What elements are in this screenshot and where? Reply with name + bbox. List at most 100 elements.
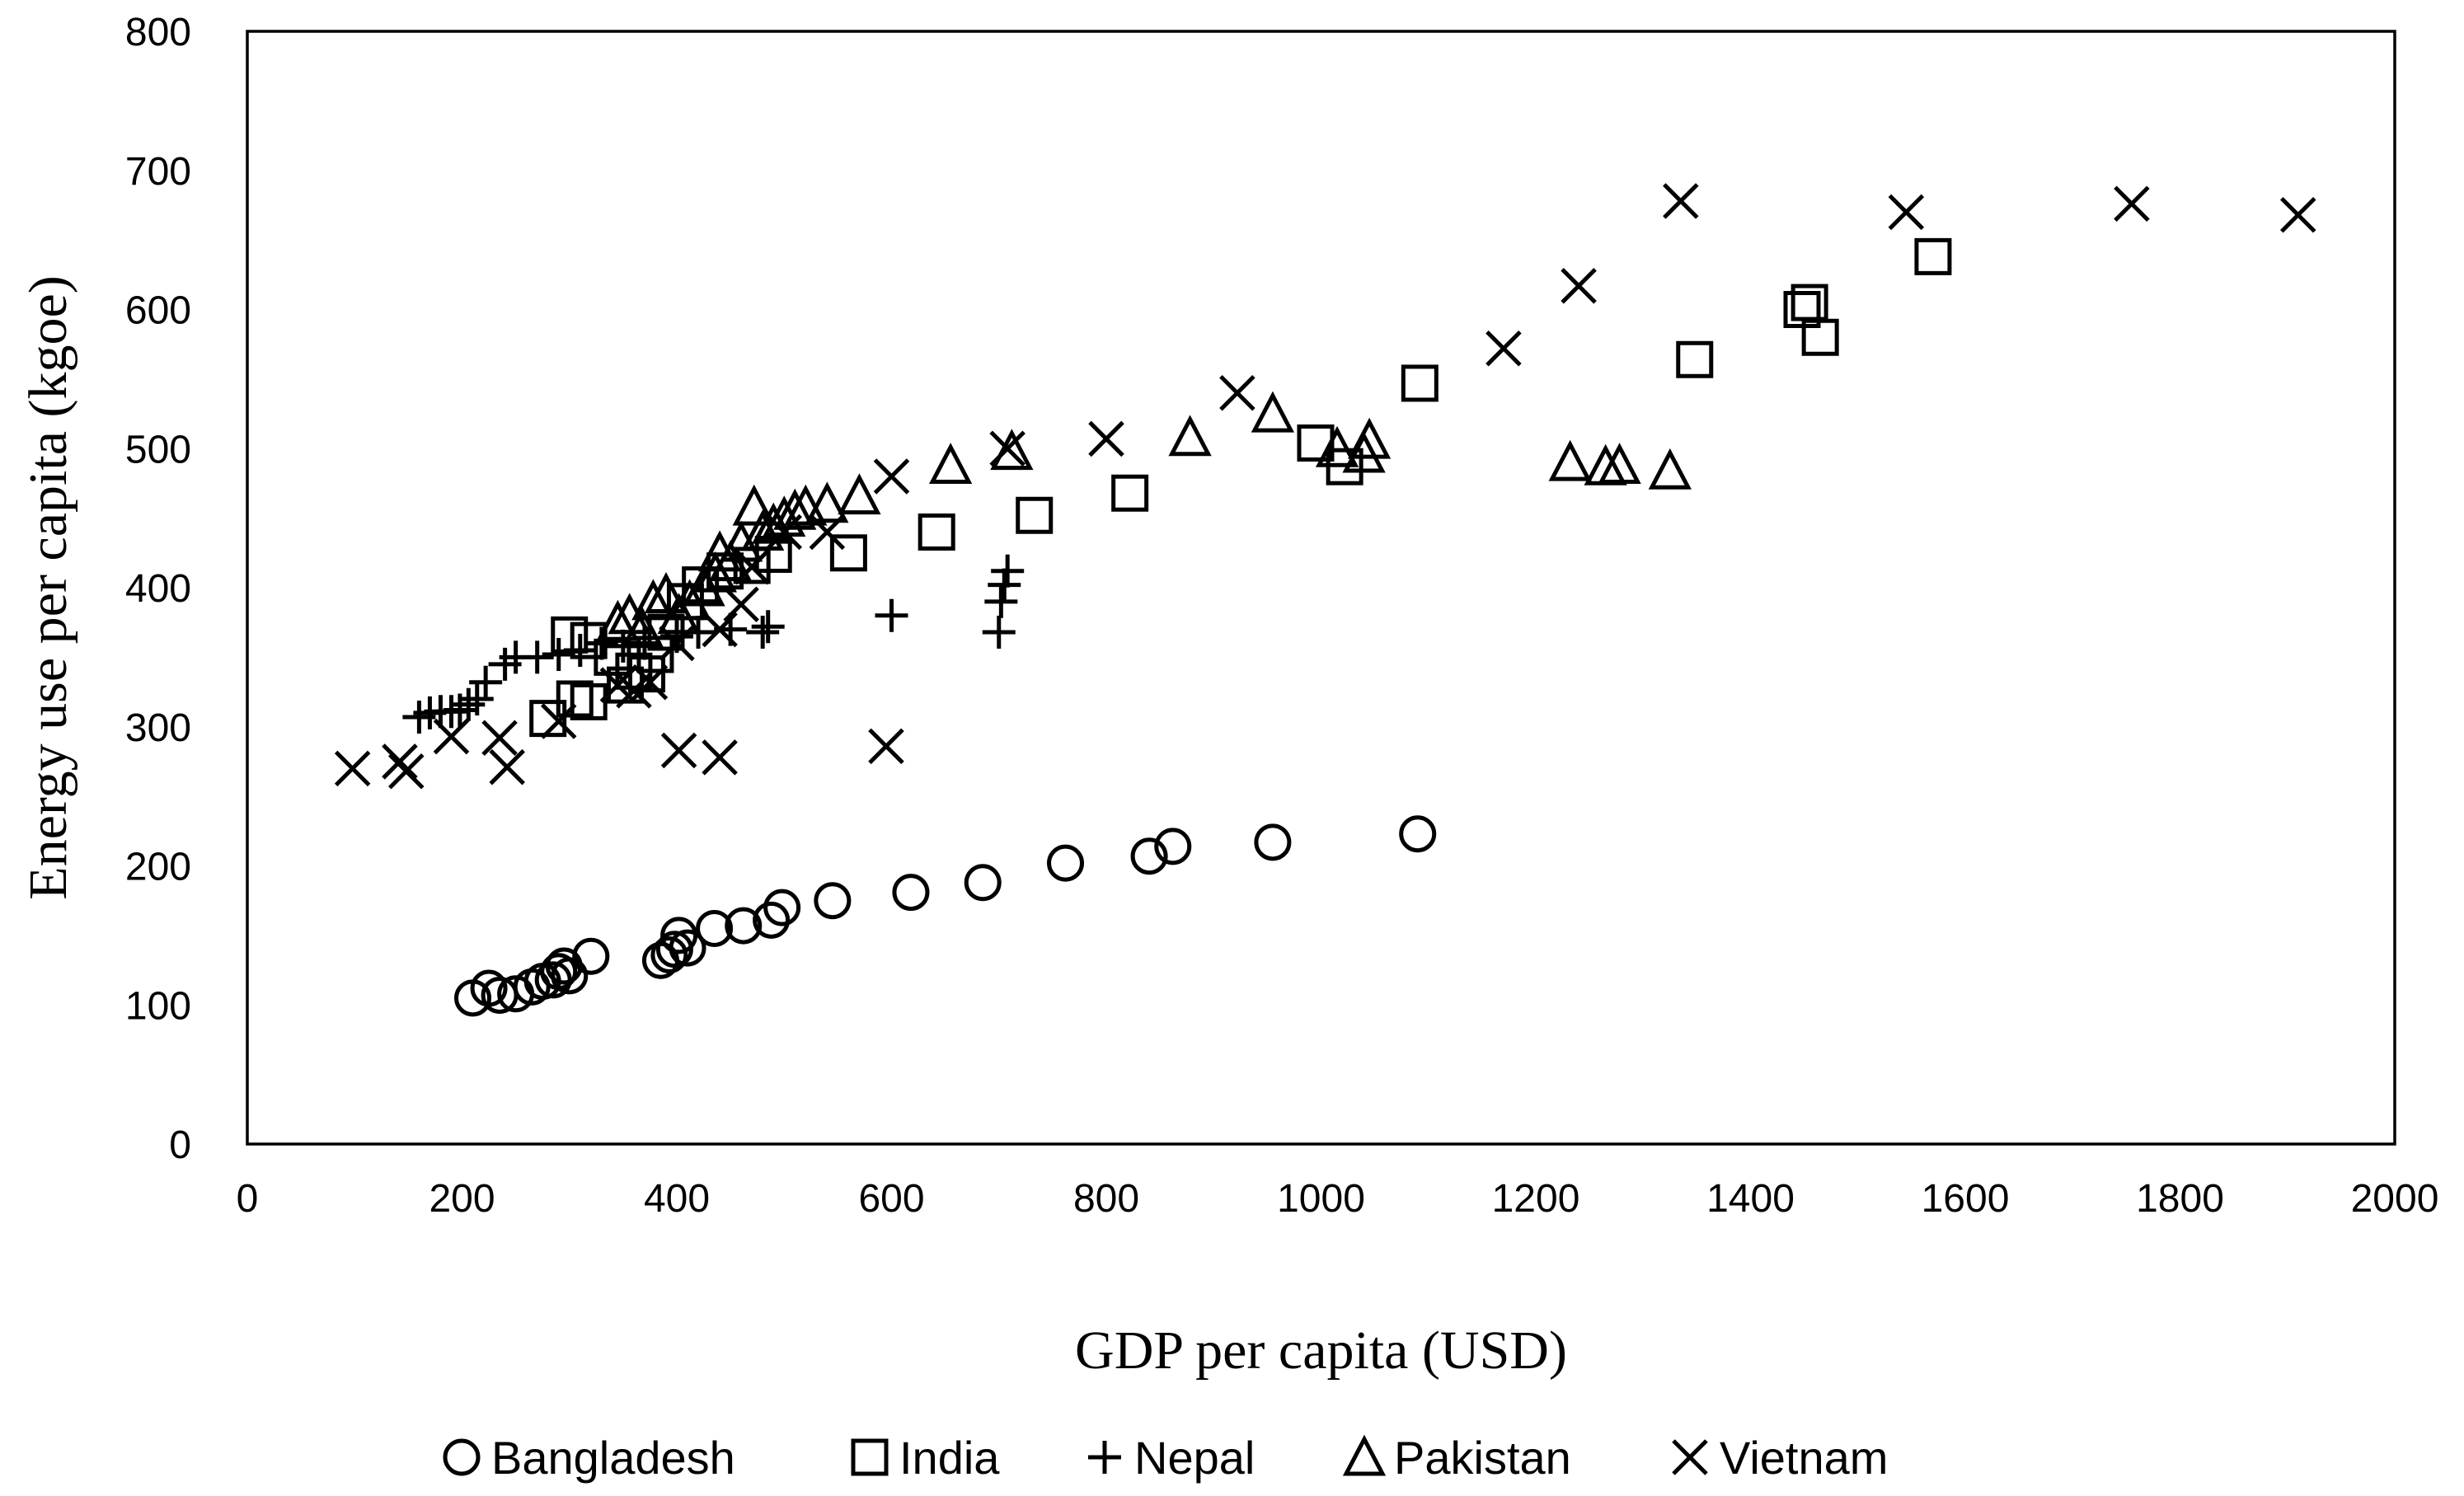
pakistan-point (838, 473, 881, 515)
pakistan-point (1315, 425, 1359, 467)
y-tick-label: 100 (125, 984, 191, 1028)
pakistan-point (708, 540, 753, 582)
bangladesh-point (572, 937, 610, 975)
india-point (918, 514, 955, 551)
legend-item-nepal: Nepal (1088, 1432, 1255, 1484)
pakistan-point (1648, 448, 1692, 490)
pakistan-point (631, 579, 675, 621)
india-point (1016, 496, 1054, 534)
legend-label: Nepal (1134, 1432, 1255, 1484)
vietnam-point (631, 664, 669, 701)
y-tick-label: 600 (125, 289, 191, 333)
vietnam-point (382, 743, 418, 780)
nepal-point (875, 598, 908, 632)
legend-label: Pakistan (1394, 1432, 1571, 1484)
series-india (529, 237, 1952, 738)
pakistan-point (929, 443, 973, 484)
nepal-point (988, 568, 1021, 602)
legend: Bangladesh India Nepal Pakistan Vietnam (443, 1432, 1888, 1484)
pakistan-point (1347, 417, 1392, 459)
india-point (1801, 318, 1839, 356)
x-tick-label: 1800 (2136, 1177, 2224, 1221)
bangladesh-point (814, 882, 852, 920)
india-point (1676, 340, 1714, 378)
bangladesh-point (1154, 828, 1192, 865)
bangladesh-point (696, 909, 734, 947)
pakistan-point (1168, 415, 1212, 457)
india-point (529, 700, 567, 738)
nepal-point (982, 616, 1016, 649)
nepal-point (563, 633, 597, 667)
x-tick-label: 1000 (1277, 1177, 1365, 1221)
vietnam-point (481, 720, 518, 757)
vietnam-point (702, 611, 738, 648)
vietnam-point (540, 703, 577, 739)
x-tick-label: 2000 (2351, 1177, 2439, 1221)
nepal-point (984, 584, 1018, 618)
nepal-point (460, 682, 494, 715)
pakistan-point (741, 509, 785, 551)
legend-item-pakistan: Pakistan (1342, 1432, 1571, 1484)
nepal-point (751, 610, 785, 644)
vietnam-point (873, 458, 910, 495)
bangladesh-point (964, 864, 1002, 902)
pakistan-point (1548, 439, 1592, 481)
bangladesh-point (669, 929, 706, 967)
legend-marker-circle (443, 1438, 481, 1476)
vietnam-point (660, 732, 697, 769)
pakistan-point (773, 488, 817, 530)
india-point (1401, 364, 1439, 402)
pakistan-point (621, 607, 664, 649)
nepal-point (452, 687, 486, 721)
vietnam-point (766, 514, 803, 551)
legend-label: Bangladesh (491, 1432, 735, 1484)
vietnam-point (723, 586, 759, 623)
y-tick-label: 200 (125, 846, 191, 889)
legend-marker-square (851, 1438, 889, 1476)
nepal-point (746, 616, 780, 649)
vietnam-point (1663, 183, 1699, 219)
nepal-point (660, 620, 693, 654)
pakistan-point (1598, 443, 1641, 484)
nepal-point (991, 554, 1025, 588)
bangladesh-point (753, 901, 791, 939)
vietnam-point (659, 625, 695, 662)
data-points (334, 183, 2316, 1017)
x-tick-label: 1200 (1492, 1177, 1580, 1221)
x-tick-label: 800 (1073, 1177, 1139, 1221)
bangladesh-point (470, 969, 508, 1007)
y-tick-label: 300 (125, 706, 191, 750)
y-tick-label: 700 (125, 150, 191, 194)
vietnam-point (809, 514, 846, 551)
india-point (1111, 474, 1149, 512)
legend-marker-plus (1088, 1441, 1121, 1474)
plot-area-frame (246, 30, 2396, 1146)
vietnam-point (1088, 420, 1124, 457)
vietnam-point (1888, 194, 1925, 231)
legend-item-bangladesh: Bangladesh (443, 1432, 735, 1484)
nepal-point (469, 665, 503, 699)
legend-marker-triangle (1342, 1434, 1387, 1476)
legend-item-vietnam: Vietnam (1672, 1432, 1888, 1484)
vietnam-point (1485, 330, 1522, 367)
vietnam-point (2114, 185, 2150, 223)
pakistan-point (1251, 391, 1295, 433)
pakistan-point (693, 551, 738, 593)
vietnam-point (433, 718, 470, 755)
pakistan-point (732, 484, 776, 526)
legend-label: India (899, 1432, 1000, 1484)
x-tick-label: 1600 (1922, 1177, 2010, 1221)
bangladesh-point (1130, 837, 1168, 875)
bangladesh-point (725, 907, 763, 945)
bangladesh-point (650, 936, 688, 973)
bangladesh-point (551, 957, 589, 995)
bangladesh-point (892, 874, 930, 912)
nepal-point (542, 638, 575, 671)
nepal-point (520, 640, 554, 674)
vietnam-point (702, 739, 738, 776)
vietnam-point (989, 430, 1025, 467)
y-tick-label: 800 (125, 11, 191, 54)
india-point (556, 680, 594, 718)
bangladesh-point (763, 889, 801, 926)
